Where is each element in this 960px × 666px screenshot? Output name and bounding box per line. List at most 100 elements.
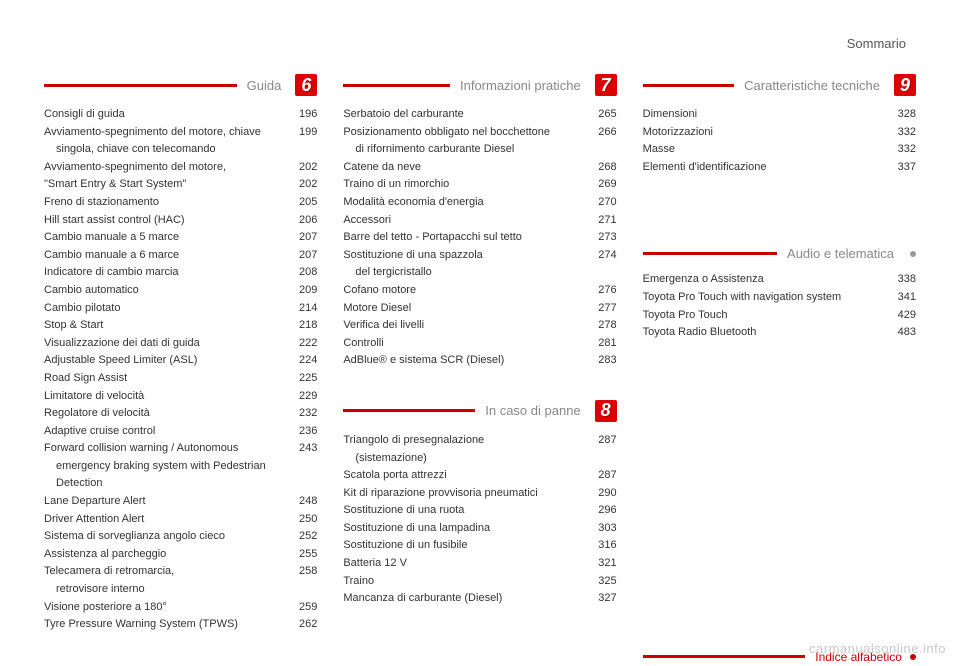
toc-entry-page: 483 <box>886 324 916 342</box>
toc-entry-page: 252 <box>287 528 317 546</box>
toc-entry-page: 283 <box>587 352 617 370</box>
toc-entry-page: 341 <box>886 289 916 307</box>
toc-entry-page: 429 <box>886 307 916 325</box>
toc-entry-page: 296 <box>587 502 617 520</box>
toc-entry-label: Mancanza di carburante (Diesel) <box>343 590 586 608</box>
toc-section: Informazioni pratiche7 Serbatoio del carb… <box>343 74 616 370</box>
toc-entry-label: Adjustable Speed Limiter (ASL) <box>44 352 287 370</box>
section-rule <box>643 252 777 255</box>
toc-entry: Adjustable Speed Limiter (ASL)224 <box>44 352 317 370</box>
toc-entry-label: Sostituzione di un fusibile <box>343 537 586 555</box>
toc-entry: Cambio manuale a 5 marce207 <box>44 229 317 247</box>
toc-entries: Dimensioni328Motorizzazioni332Masse332El… <box>643 106 916 176</box>
section-header: Guida6 <box>44 74 317 96</box>
toc-entry: Mancanza di carburante (Diesel)327 <box>343 590 616 608</box>
toc-entry: Sostituzione di una spazzoladel tergicri… <box>343 247 616 282</box>
toc-entry: Toyota Pro Touch with navigation system3… <box>643 289 916 307</box>
toc-entry-label: Visualizzazione dei dati di guida <box>44 335 287 353</box>
toc-entry: Serbatoio del carburante265 <box>343 106 616 124</box>
toc-entry-page: 202 <box>287 176 317 194</box>
toc-entry: Freno di stazionamento205 <box>44 194 317 212</box>
toc-entry-page: 270 <box>587 194 617 212</box>
toc-entry-label: Dimensioni <box>643 106 886 124</box>
toc-entry-page: 338 <box>886 271 916 289</box>
toc-entry: Accessori271 <box>343 212 616 230</box>
toc-entry-page: 209 <box>287 282 317 300</box>
toc-entry: "Smart Entry & Start System"202 <box>44 176 317 194</box>
toc-entry: Avviamento-spegnimento del motore, chiav… <box>44 124 317 159</box>
toc-entry-label: Triangolo di presegnalazione(sistemazion… <box>343 432 586 467</box>
toc-entry-label: Toyota Pro Touch <box>643 307 886 325</box>
toc-entry-page: 206 <box>287 212 317 230</box>
toc-entry: Sistema di sorveglianza angolo cieco252 <box>44 528 317 546</box>
toc-entry-label: Sistema di sorveglianza angolo cieco <box>44 528 287 546</box>
toc-column: Caratteristiche tecniche 9 Dimensioni328Mo… <box>643 74 916 664</box>
toc-entry: Limitatore di velocità229 <box>44 388 317 406</box>
section-title: Informazioni pratiche <box>450 78 581 93</box>
chapter-number: 6 <box>295 74 317 96</box>
toc-entry-page: 266 <box>587 124 617 159</box>
toc-entry: Cambio automatico209 <box>44 282 317 300</box>
toc-entry-page: 287 <box>587 432 617 467</box>
toc-entry-page: 332 <box>886 141 916 159</box>
section-marker-dot <box>910 251 916 257</box>
toc-section: Caratteristiche tecniche 9 Dimensioni328Mo… <box>643 74 916 176</box>
toc-entry: Cambio pilotato214 <box>44 300 317 318</box>
toc-entry: Toyota Radio Bluetooth483 <box>643 324 916 342</box>
toc-entry-page: 258 <box>287 563 317 598</box>
toc-entry-page: 222 <box>287 335 317 353</box>
toc-column: Informazioni pratiche7 Serbatoio del carb… <box>343 74 616 664</box>
toc-entry-page: 202 <box>287 159 317 177</box>
toc-entry: Emergenza o Assistenza338 <box>643 271 916 289</box>
toc-entry: Telecamera di retromarcia,retrovisore in… <box>44 563 317 598</box>
toc-section: In caso di panne8 Triangolo di presegnala… <box>343 400 616 608</box>
toc-entry: Modalità economia d'energia270 <box>343 194 616 212</box>
toc-entry: Traino325 <box>343 573 616 591</box>
toc-entry-label: Sostituzione di una ruota <box>343 502 586 520</box>
toc-entry-page: 281 <box>587 335 617 353</box>
toc-entry-label: Visione posteriore a 180° <box>44 599 287 617</box>
section-header: In caso di panne8 <box>343 400 616 422</box>
toc-entry-label: Regolatore di velocità <box>44 405 287 423</box>
toc-entry-page: 332 <box>886 124 916 142</box>
toc-entry: Triangolo di presegnalazione(sistemazion… <box>343 432 616 467</box>
toc-entry: Tyre Pressure Warning System (TPWS)262 <box>44 616 317 634</box>
toc-entry-label: Toyota Pro Touch with navigation system <box>643 289 886 307</box>
section-title: Caratteristiche tecniche <box>734 78 880 93</box>
toc-entry-page: 259 <box>287 599 317 617</box>
toc-entry-label: Motorizzazioni <box>643 124 886 142</box>
toc-entry-page: 205 <box>287 194 317 212</box>
toc-entry-label: Cambio manuale a 5 marce <box>44 229 287 247</box>
toc-entry: Sostituzione di un fusibile316 <box>343 537 616 555</box>
section-header: Audio e telematica <box>643 246 916 261</box>
manual-toc-page: Sommario Guida6Consigli di guida196Avvia… <box>0 0 960 666</box>
toc-entry: Traino di un rimorchio269 <box>343 176 616 194</box>
toc-entry-page: 255 <box>287 546 317 564</box>
toc-entry: Regolatore di velocità232 <box>44 405 317 423</box>
toc-entry-label: Tyre Pressure Warning System (TPWS) <box>44 616 287 634</box>
toc-entry-page: 273 <box>587 229 617 247</box>
toc-entry-page: 303 <box>587 520 617 538</box>
toc-entry-label: Modalità economia d'energia <box>343 194 586 212</box>
toc-entry: Hill start assist control (HAC)206 <box>44 212 317 230</box>
section-title: In caso di panne <box>475 403 580 418</box>
watermark: carmanualsonline.info <box>809 641 946 656</box>
toc-entry: Indicatore di cambio marcia208 <box>44 264 317 282</box>
toc-entry-page: 287 <box>587 467 617 485</box>
toc-entry-label: Posizionamento obbligato nel bocchettone… <box>343 124 586 159</box>
toc-entry: Elementi d'identificazione337 <box>643 159 916 177</box>
toc-entry-page: 218 <box>287 317 317 335</box>
toc-entry: Sostituzione di una ruota296 <box>343 502 616 520</box>
toc-entry: Cambio manuale a 6 marce207 <box>44 247 317 265</box>
toc-entry: Avviamento-spegnimento del motore,202 <box>44 159 317 177</box>
toc-entry-label: AdBlue® e sistema SCR (Diesel) <box>343 352 586 370</box>
chapter-number: 9 <box>894 74 916 96</box>
toc-entry-page: 196 <box>287 106 317 124</box>
toc-entry-page: 337 <box>886 159 916 177</box>
page-header: Sommario <box>847 36 906 51</box>
toc-entry-label: Emergenza o Assistenza <box>643 271 886 289</box>
toc-entry-page: 250 <box>287 511 317 529</box>
section-header: Informazioni pratiche7 <box>343 74 616 96</box>
toc-entry-page: 328 <box>886 106 916 124</box>
section-rule <box>343 84 450 87</box>
